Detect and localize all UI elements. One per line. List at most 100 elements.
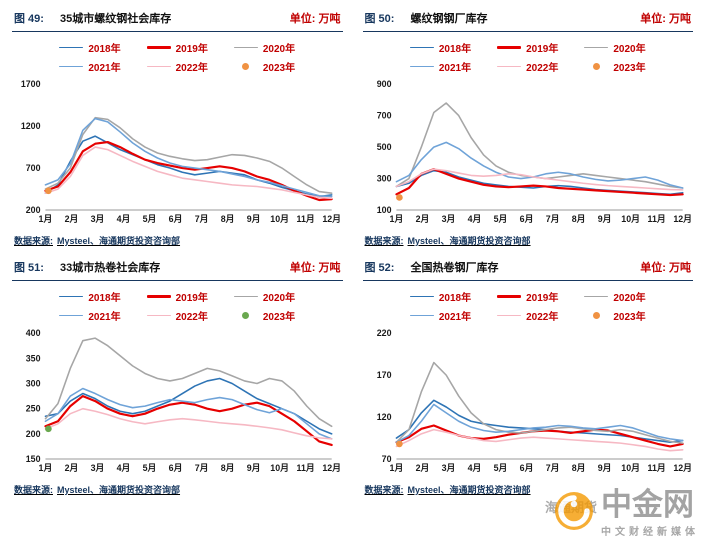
svg-text:5月: 5月 (143, 463, 157, 473)
legend-marker-dot-icon (234, 62, 258, 71)
svg-text:5月: 5月 (493, 463, 507, 473)
svg-text:12月: 12月 (322, 463, 341, 473)
legend-label: 2018年 (88, 44, 121, 55)
legend: 2018年 2019年 2020年 2021年 2022年 2023年 (59, 40, 295, 74)
figure-title: 33城市热卷社会库存 (59, 262, 161, 274)
svg-text:9月: 9月 (597, 214, 611, 224)
svg-text:170: 170 (376, 370, 391, 380)
legend-item: 2021年 (59, 308, 121, 323)
svg-text:4月: 4月 (467, 463, 481, 473)
legend-item: 2021年 (409, 59, 472, 74)
legend-label: 2018年 (438, 44, 472, 55)
svg-text:700: 700 (26, 163, 41, 173)
svg-text:1月: 1月 (389, 214, 403, 224)
svg-text:2月: 2月 (415, 463, 429, 473)
legend-line-icon (146, 311, 171, 320)
legend-label: 2020年 (613, 293, 646, 304)
legend-label: 2023年 (262, 312, 296, 323)
legend-line-icon (497, 43, 522, 52)
legend-item: 2022年 (497, 308, 558, 323)
legend-marker-dot-icon (234, 311, 258, 320)
legend-item: 2022年 (497, 59, 558, 74)
legend-label: 2022年 (526, 63, 559, 74)
svg-text:250: 250 (26, 404, 41, 414)
source-text: Mysteel、海通期货投资咨询部 (407, 236, 531, 246)
legend-label: 2022年 (526, 312, 559, 323)
chart-panel-52: 图 52: 全国热卷钢厂库存 单位: 万吨 2018年 2019年 2020年 202… (362, 257, 694, 496)
legend-item: 2019年 (497, 40, 558, 55)
source-text: Mysteel、海通期货投资咨询部 (57, 485, 181, 495)
legend-item: 2019年 (146, 40, 208, 55)
source-prefix: 数据来源: (364, 236, 404, 246)
line-chart: 150 200 250 300 350 400 1月 2月 3月 4月 5月 6月 7月 8月 9月 10月 1… (12, 326, 343, 481)
legend-label: 2019年 (175, 293, 208, 304)
figure-label: 图 52: (364, 262, 395, 274)
legend-label: 2021年 (438, 312, 472, 323)
legend-line-icon (233, 292, 258, 301)
unit-label: 单位: 万吨 (289, 13, 341, 25)
line-chart: 100 300 500 700 900 1月 2月 3月 4月 5月 6月 7月 8月 9月 10月 11月 1… (363, 77, 694, 232)
svg-text:12月: 12月 (673, 214, 692, 224)
svg-text:9月: 9月 (247, 214, 261, 224)
svg-text:7月: 7月 (195, 463, 209, 473)
legend-line-icon (497, 62, 522, 71)
unit-label: 单位: 万吨 (640, 13, 691, 25)
panel-header: 图 51: 33城市热卷社会库存 单位: 万吨 (12, 257, 343, 281)
watermark-tagline: 中文财经新媒体 (601, 527, 699, 538)
panel-header: 图 52: 全国热卷钢厂库存 单位: 万吨 (362, 257, 693, 281)
figure-label: 图 51: (14, 262, 44, 274)
svg-text:10月: 10月 (621, 214, 640, 224)
svg-text:3月: 3月 (441, 463, 455, 473)
source-text: Mysteel、海通期货投资咨询部 (57, 236, 181, 246)
svg-text:300: 300 (26, 378, 41, 388)
line-chart: 200 700 1200 1700 1月 2月 3月 4月 5月 6月 7月 8月 9月 10月 11月 12… (12, 77, 343, 232)
svg-text:120: 120 (376, 412, 391, 422)
figure-label: 图 50: (364, 13, 395, 25)
legend-label: 2019年 (526, 293, 559, 304)
source-prefix: 数据来源: (364, 485, 404, 495)
legend-marker-dot-icon (584, 62, 608, 71)
legend-item: 2023年 (234, 59, 295, 74)
svg-text:8月: 8月 (571, 463, 585, 473)
legend-label: 2018年 (438, 293, 472, 304)
legend-item: 2020年 (584, 40, 646, 55)
legend-item: 2020年 (233, 289, 295, 304)
svg-text:2月: 2月 (65, 463, 79, 473)
svg-text:1月: 1月 (39, 214, 53, 224)
legend-item: 2020年 (584, 289, 646, 304)
svg-text:220: 220 (376, 328, 391, 338)
svg-text:4月: 4月 (117, 214, 131, 224)
source-prefix: 数据来源: (14, 236, 53, 246)
source-text: Mysteel、海通期货投资咨询部 (407, 485, 531, 495)
legend-line-icon (233, 43, 258, 52)
legend-line-icon (146, 43, 171, 52)
svg-text:3月: 3月 (91, 214, 105, 224)
svg-text:150: 150 (26, 454, 41, 464)
legend-line-icon (59, 311, 84, 320)
svg-text:8月: 8月 (221, 463, 235, 473)
svg-text:7月: 7月 (195, 214, 209, 224)
svg-text:200: 200 (26, 429, 41, 439)
svg-text:70: 70 (381, 454, 391, 464)
svg-text:900: 900 (376, 79, 391, 89)
svg-text:11月: 11月 (647, 463, 665, 473)
unit-label: 单位: 万吨 (289, 262, 341, 274)
legend-item: 2020年 (233, 40, 295, 55)
svg-text:8月: 8月 (221, 214, 235, 224)
legend-label: 2021年 (438, 63, 472, 74)
svg-text:350: 350 (26, 353, 41, 363)
legend-item: 2019年 (146, 289, 208, 304)
svg-text:300: 300 (376, 174, 391, 184)
legend-label: 2022年 (175, 63, 208, 74)
legend-line-icon (59, 292, 84, 301)
source-note: 数据来源: Mysteel、海通期货投资咨询部 (363, 483, 694, 496)
chart-svg: 70 120 170 220 1月 2月 3月 4月 5月 6月 7月 8月 9月 10月 11月 12月 (376, 328, 691, 473)
line-chart: 70 120 170 220 1月 2月 3月 4月 5月 6月 7月 8月 9月 10月 11月 12月 (363, 326, 694, 481)
svg-text:9月: 9月 (597, 463, 611, 473)
legend-label: 2023年 (262, 63, 296, 74)
svg-text:6月: 6月 (169, 214, 183, 224)
legend-label: 2020年 (613, 44, 646, 55)
legend-line-icon (146, 292, 171, 301)
legend-item: 2018年 (59, 289, 121, 304)
svg-text:10月: 10月 (270, 214, 289, 224)
